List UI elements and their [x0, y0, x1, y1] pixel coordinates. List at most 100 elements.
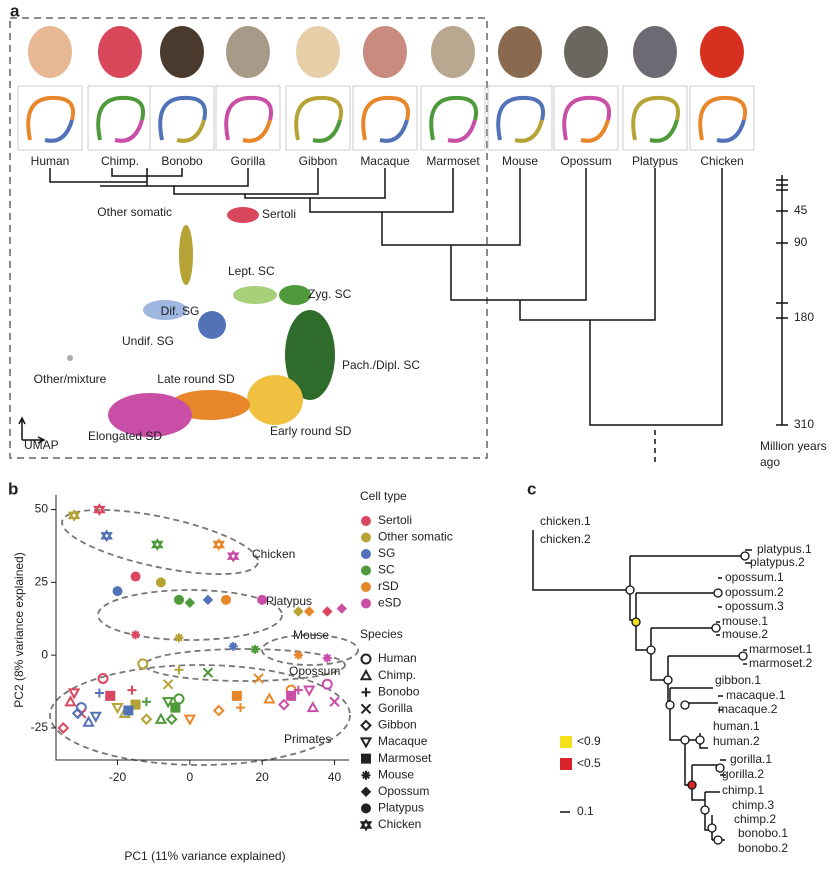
- node: [700, 805, 710, 815]
- data-point: [150, 538, 164, 551]
- legend-label: Human: [378, 651, 417, 665]
- animal-icon: [431, 26, 475, 78]
- data-point: [303, 685, 316, 697]
- data-point: [64, 695, 77, 707]
- timescale-tick-label: 180: [794, 310, 814, 324]
- tip-label: opossum.3: [725, 599, 784, 613]
- species-label: Opossum: [560, 154, 611, 168]
- node: [631, 617, 641, 627]
- legend-label: Mouse: [378, 767, 414, 781]
- tip-label: platypus.1: [757, 542, 812, 556]
- data-point: [161, 697, 175, 709]
- thumbnail-trace: [447, 119, 477, 143]
- legend-label: Chimp.: [378, 668, 416, 682]
- data-point: [140, 713, 153, 726]
- data-point: [212, 538, 226, 551]
- species-label: Macaque: [360, 154, 410, 168]
- tip-label: macaque.2: [718, 702, 778, 716]
- x-axis-label: PC1 (11% variance explained): [124, 849, 285, 863]
- tip-label: chicken.1: [540, 514, 591, 528]
- cluster-label: Platypus: [266, 594, 312, 608]
- thumbnail-trace: [562, 95, 611, 141]
- umap-cluster: [143, 300, 187, 320]
- tip-label: macaque.1: [726, 688, 786, 702]
- data-point: [82, 715, 95, 727]
- outline: [144, 648, 346, 682]
- node: [740, 551, 750, 561]
- data-point: [293, 685, 303, 695]
- thumbnail-trace: [96, 95, 145, 141]
- legend-marker: [360, 703, 372, 715]
- data-point: [162, 679, 174, 690]
- data-point: [304, 606, 315, 617]
- umap-cluster: [227, 207, 259, 223]
- data-point: [89, 711, 102, 723]
- species-label: Mouse: [502, 154, 538, 168]
- support-swatch: [560, 736, 572, 748]
- thumbnail-trace: [496, 95, 545, 141]
- tip-label: gorilla.1: [730, 752, 772, 766]
- tip-label: platypus.2: [750, 555, 805, 569]
- data-point: [321, 678, 333, 690]
- data-point: [94, 688, 104, 698]
- data-point: [97, 672, 109, 684]
- timescale-tick-label: 90: [794, 235, 808, 249]
- thumbnail-trace: [698, 95, 747, 141]
- animal-icon: [700, 26, 744, 78]
- animal-icon: [28, 26, 72, 78]
- tip-label: bonobo.2: [738, 841, 788, 855]
- data-point: [226, 549, 240, 563]
- thumbnail-trace: [114, 119, 144, 143]
- data-point: [257, 594, 268, 605]
- data-point: [202, 594, 214, 606]
- data-point: [71, 707, 84, 720]
- outline: [261, 634, 359, 666]
- tip-label: opossum.1: [725, 570, 784, 584]
- cluster-label: Opossum: [289, 664, 340, 678]
- umap-label: Other/mixture: [34, 372, 107, 386]
- timescale-label: Million years: [760, 439, 827, 453]
- data-point: [322, 606, 333, 617]
- timescale-tick-label: 310: [794, 417, 814, 431]
- umap-label: Early round SD: [270, 424, 352, 438]
- x-tick-label: -20: [109, 770, 127, 784]
- species-label: Platypus: [632, 154, 678, 168]
- data-point: [212, 704, 225, 717]
- legend-marker: [360, 719, 372, 732]
- gene-tree: [532, 530, 752, 841]
- legend-marker: [360, 653, 372, 665]
- outline: [49, 664, 351, 766]
- umap-label: Late round SD: [157, 372, 235, 386]
- umap-label: Pach./Dipl. SC: [342, 358, 420, 372]
- thumbnail-trace: [158, 95, 207, 141]
- data-point: [221, 594, 232, 605]
- data-point: [141, 697, 151, 707]
- node: [680, 735, 690, 745]
- cluster-label: Primates: [284, 732, 331, 746]
- timescale-label: ago: [760, 455, 780, 469]
- legend-marker: [359, 669, 373, 681]
- legend-label: Opossum: [378, 784, 429, 798]
- data-point: [57, 722, 70, 734]
- legend-swatch: [361, 549, 371, 559]
- umap-axis-label: UMAP: [24, 438, 59, 452]
- data-point: [235, 703, 245, 713]
- legend-swatch: [361, 516, 371, 526]
- node: [711, 623, 721, 633]
- thumbnail-trace: [361, 95, 410, 141]
- umap-cluster: [67, 355, 73, 361]
- legend-marker: [361, 753, 371, 764]
- legend-label: SG: [378, 546, 395, 560]
- data-point: [286, 690, 297, 701]
- node: [680, 700, 690, 710]
- thumbnail-trace: [224, 95, 273, 141]
- support-label: <0.9: [577, 734, 601, 748]
- animal-icon: [98, 26, 142, 78]
- data-point: [173, 693, 185, 705]
- panel-label: b: [8, 479, 18, 498]
- thumbnail-trace: [379, 119, 409, 143]
- umap-label: Lept. SC: [228, 264, 275, 278]
- data-point: [336, 603, 347, 614]
- legend-label: rSD: [378, 579, 399, 593]
- umap-label: Sertoli: [262, 207, 296, 221]
